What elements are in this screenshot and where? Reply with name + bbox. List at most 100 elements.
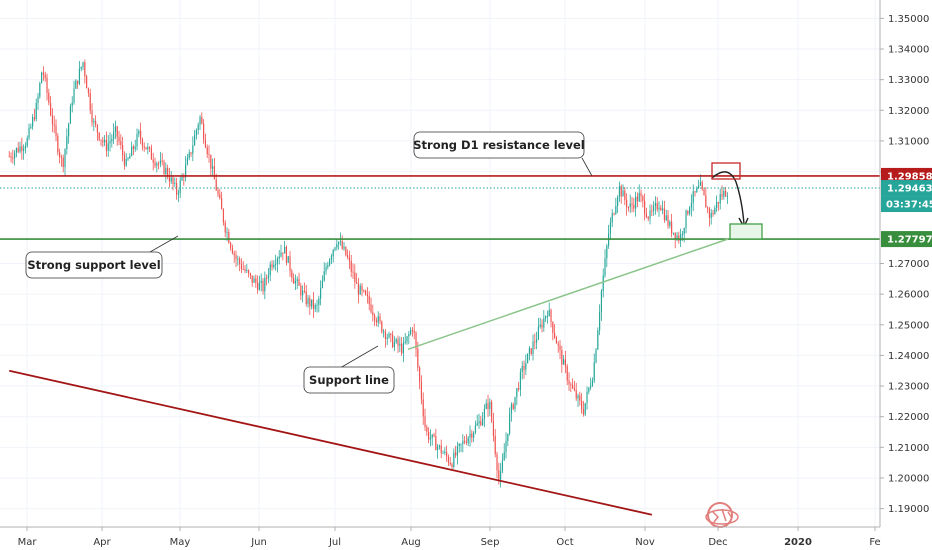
candle-body (707, 207, 709, 209)
support-price-tag-text: 1.27797 (887, 235, 932, 246)
price-tick-label: 1.23000 (888, 382, 929, 393)
candle-body (28, 127, 30, 139)
candle-body (32, 117, 34, 127)
candle-body (59, 152, 61, 158)
candle-body (77, 80, 79, 84)
candle-body (228, 232, 230, 243)
time-tick-label: Nov (635, 537, 655, 548)
candle-body (37, 96, 39, 103)
candle-body (149, 147, 151, 149)
candle-body (273, 264, 275, 268)
candle-body (352, 271, 354, 273)
candle-body (327, 265, 329, 268)
candle-body (451, 464, 453, 468)
candle-body (348, 257, 351, 262)
candle-body (446, 451, 448, 457)
price-tick-label: 1.24000 (888, 351, 929, 362)
time-axis-labels[interactable]: Mar Apr May Jun Jul Aug Sep Oct Nov Dec 2020 Fe (18, 527, 881, 548)
candle-body (321, 280, 324, 289)
candle-body (201, 116, 203, 124)
candle-body (638, 192, 640, 202)
candle-body (552, 321, 554, 333)
candle-body (255, 278, 257, 283)
candle-body (170, 177, 172, 182)
candle-body (586, 391, 588, 404)
candle-body (447, 456, 450, 463)
price-tick-label: 1.35000 (888, 14, 929, 25)
candle-body (505, 440, 507, 453)
support-line-callout[interactable]: Support line (303, 345, 395, 394)
candle-body (354, 272, 356, 283)
candle-body (428, 431, 430, 440)
candle-body (559, 345, 561, 351)
candle-body (460, 443, 462, 445)
time-tick-label: Fe (869, 537, 880, 548)
candle-body (132, 146, 135, 150)
candle-body (649, 210, 651, 219)
price-tick-label: 1.34000 (888, 45, 929, 56)
time-tick-label: Apr (93, 537, 111, 548)
candle-body (226, 232, 228, 233)
candle-body (192, 145, 194, 154)
candle-body (298, 279, 300, 286)
candle-body (219, 194, 221, 199)
lower-trendline[interactable] (9, 369, 653, 516)
candle-body (417, 349, 419, 368)
candle-body (564, 359, 567, 367)
resistance-callout[interactable]: Strong D1 resistance level (413, 131, 593, 177)
candle-body (296, 279, 298, 281)
candle-body (190, 152, 192, 154)
candle-body (377, 316, 379, 323)
candle-body (316, 304, 318, 306)
candle-body (640, 192, 642, 197)
time-tick-label: Oct (556, 537, 573, 548)
candle-body (156, 163, 158, 166)
candle-body (725, 190, 727, 197)
candle-body (53, 124, 55, 126)
candle-body (176, 183, 178, 195)
candle-body (57, 136, 59, 153)
candle-body (134, 146, 136, 150)
candle-body (100, 139, 102, 141)
candle-body (699, 182, 702, 186)
candle-body (368, 296, 370, 305)
candle-body (116, 126, 118, 137)
candle-body (287, 256, 289, 263)
candle-body (285, 246, 288, 263)
candle-body (588, 387, 590, 392)
candle-body (669, 221, 671, 226)
candle-body (26, 138, 28, 147)
candle-body (683, 228, 685, 235)
candle-body (379, 316, 381, 322)
candle-body (388, 333, 390, 338)
candle-body (600, 290, 603, 313)
candle-body (411, 329, 414, 331)
candle-body (320, 288, 322, 299)
support-callout[interactable]: Strong support level (25, 235, 179, 279)
candle-body (291, 271, 293, 278)
candle-body (19, 146, 21, 152)
candle-body (383, 331, 385, 333)
candle-body (71, 102, 73, 107)
candle-body (212, 166, 214, 169)
candle-body (557, 343, 559, 346)
candle-body (42, 72, 45, 75)
candle-body (444, 451, 446, 453)
time-tick-label: Aug (401, 537, 421, 548)
candle-body (485, 403, 487, 409)
candle-body (473, 432, 475, 438)
candle-body (626, 199, 628, 208)
chart-grid (0, 0, 880, 527)
support-line[interactable] (407, 238, 729, 350)
candle-body (208, 154, 210, 155)
candle-body (370, 304, 372, 313)
candle-body (471, 433, 473, 438)
candle-body (518, 388, 520, 390)
candle-body (260, 280, 262, 283)
candle-body (433, 434, 435, 437)
price-axis-labels[interactable]: 1.350001.340001.330001.320001.310001.300… (880, 14, 929, 515)
candle-body (435, 436, 437, 451)
candle-body (402, 342, 405, 354)
candle-body (408, 334, 410, 337)
